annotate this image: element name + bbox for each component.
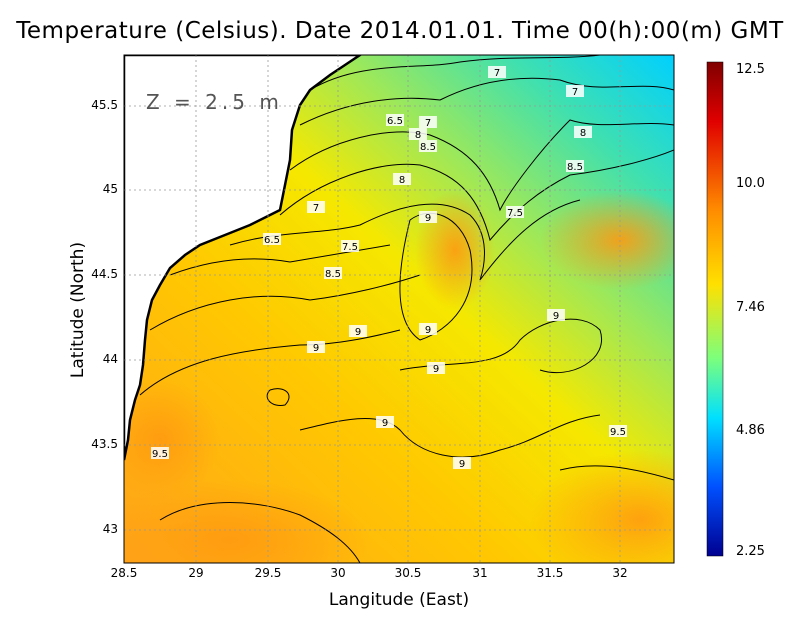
x-tick-label: 32: [612, 566, 628, 580]
contour-label: 8.5: [567, 162, 583, 173]
y-tick-label: 43: [102, 522, 118, 536]
y-tick-label: 44.5: [91, 267, 118, 281]
contour-label: 8: [399, 175, 405, 186]
contour-label: 9: [382, 418, 388, 429]
contour-label: 9.5: [152, 449, 168, 460]
contour-label: 9: [425, 213, 431, 224]
plot-frame: [123, 54, 675, 564]
y-tick-label: 43.5: [91, 437, 118, 451]
contour-label: 8.5: [420, 142, 436, 153]
contour-label: 9: [459, 459, 465, 470]
contour-label: 7: [425, 118, 431, 129]
contour-label: 9: [433, 364, 439, 375]
y-tick-label: 44: [102, 352, 118, 366]
contour-label: 7.5: [507, 208, 523, 219]
colorbar: [706, 61, 724, 557]
x-axis-label: Langitude (East): [328, 590, 470, 610]
x-tick-label: 31: [472, 566, 488, 580]
x-tick-label: 31.5: [536, 566, 564, 580]
contour-label: 8.5: [325, 269, 341, 280]
contour-label: 6.5: [387, 116, 403, 127]
x-tick-label: 29: [188, 566, 204, 580]
contour-label: 9: [425, 325, 431, 336]
x-tick-label: 30: [330, 566, 346, 580]
colorbar-label: 2.25: [736, 544, 765, 559]
depth-label: Z = 2.5 m: [146, 90, 283, 114]
contour-label: 7: [494, 68, 500, 79]
colorbar-label: 4.86: [736, 423, 765, 438]
contour-label: 9: [553, 311, 559, 322]
y-tick-label: 45: [102, 182, 118, 196]
contour-label: 8: [415, 130, 421, 141]
contour-label: 7.5: [342, 242, 358, 253]
colorbar-label: 7.46: [736, 300, 765, 315]
contour-label: 9: [313, 343, 319, 354]
land-area: [124, 55, 363, 461]
colorbar-label: 10.0: [736, 176, 765, 191]
x-tick-label: 30.5: [394, 566, 422, 580]
x-tick-label: 29.5: [254, 566, 282, 580]
x-tick-label: 28.5: [110, 566, 138, 580]
contour-label: 8: [580, 128, 586, 139]
contour-label: 7: [313, 203, 319, 214]
map-title: Temperature (Celsius). Date 2014.01.01. …: [16, 18, 784, 44]
y-axis-label: Latitude (North): [68, 241, 88, 379]
contour-label: 7: [572, 87, 578, 98]
y-tick-label: 45.5: [91, 98, 118, 112]
contour-label: 9.5: [610, 427, 626, 438]
colorbar-label: 12.5: [736, 62, 765, 77]
contour-label: 6.5: [264, 235, 280, 246]
contour-label: 9: [355, 327, 361, 338]
